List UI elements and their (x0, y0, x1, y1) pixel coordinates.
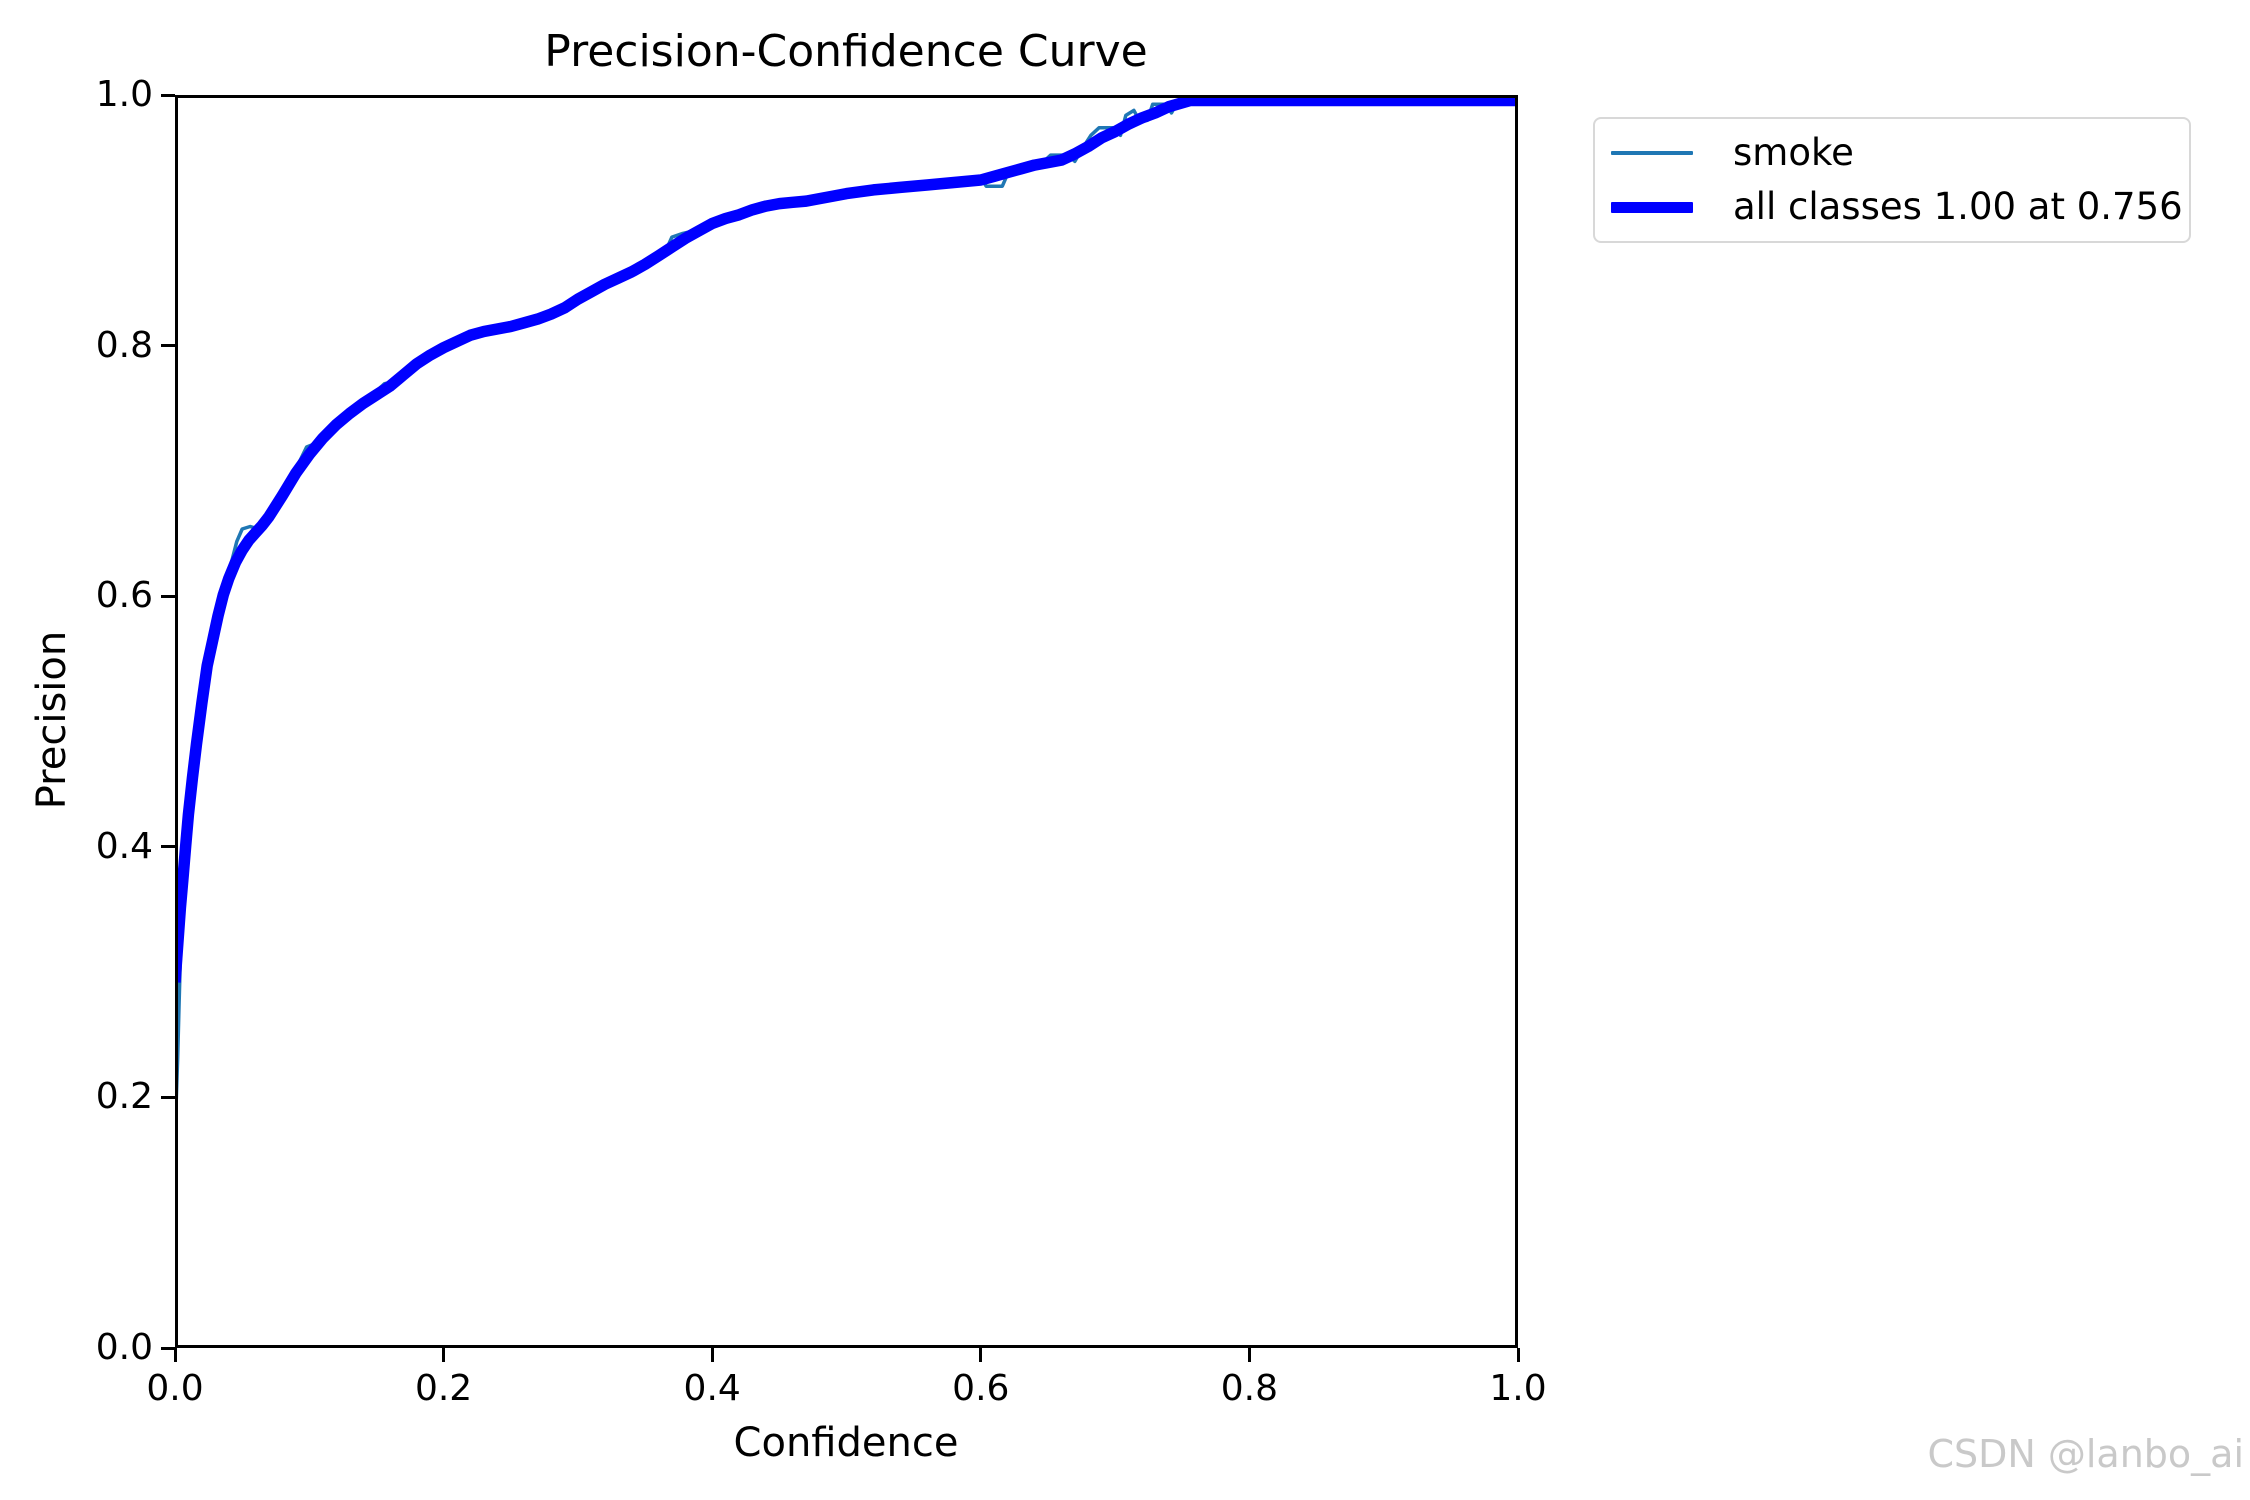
y-tick-label: 0.8 (95, 324, 153, 366)
legend: smoke all classes 1.00 at 0.756 (1593, 117, 2191, 243)
x-tick-label: 1.0 (1489, 1368, 1547, 1409)
legend-item-smoke: smoke (1611, 126, 2173, 180)
x-tick-mark (442, 1348, 446, 1362)
y-tick-label: 0.4 (95, 825, 153, 867)
watermark: CSDN @lanbo_ai (1927, 1432, 2244, 1476)
plot-area (175, 95, 1518, 1348)
y-tick-mark (161, 344, 175, 348)
series-line-smoke (175, 98, 1518, 1138)
x-tick-label: 0.8 (1220, 1368, 1279, 1409)
x-tick-label: 0.0 (146, 1368, 204, 1409)
y-tick-label: 1.0 (95, 74, 153, 115)
x-tick-mark (173, 1348, 177, 1362)
legend-label-all-classes: all classes 1.00 at 0.756 (1733, 185, 2183, 228)
plot-canvas (175, 95, 1518, 1348)
chart-title: Precision-Confidence Curve (544, 26, 1148, 77)
axes-spines (175, 95, 1518, 1348)
legend-line-sample-all-classes (1611, 201, 1693, 213)
y-tick-mark (161, 1095, 175, 1099)
x-tick-mark (979, 1348, 983, 1362)
y-tick-label: 0.6 (95, 575, 153, 617)
legend-item-all-classes: all classes 1.00 at 0.756 (1611, 180, 2183, 234)
x-tick-label: 0.6 (952, 1368, 1010, 1409)
y-tick-mark (161, 1346, 175, 1350)
legend-label-smoke: smoke (1733, 131, 1854, 174)
y-tick-label: 0.0 (95, 1327, 153, 1368)
y-tick-mark (161, 93, 175, 97)
y-axis-label: Precision (29, 630, 75, 810)
x-tick-mark (1516, 1348, 1520, 1362)
y-tick-mark (161, 594, 175, 598)
legend-line-sample-smoke (1611, 151, 1693, 155)
x-axis-label: Confidence (733, 1420, 959, 1466)
y-tick-mark (161, 845, 175, 849)
x-tick-label: 0.4 (683, 1368, 741, 1409)
x-tick-mark (710, 1348, 714, 1362)
y-tick-label: 0.2 (95, 1076, 153, 1118)
x-tick-label: 0.2 (414, 1368, 473, 1409)
series-line-all-classes (175, 95, 1518, 983)
x-tick-mark (1247, 1348, 1251, 1362)
